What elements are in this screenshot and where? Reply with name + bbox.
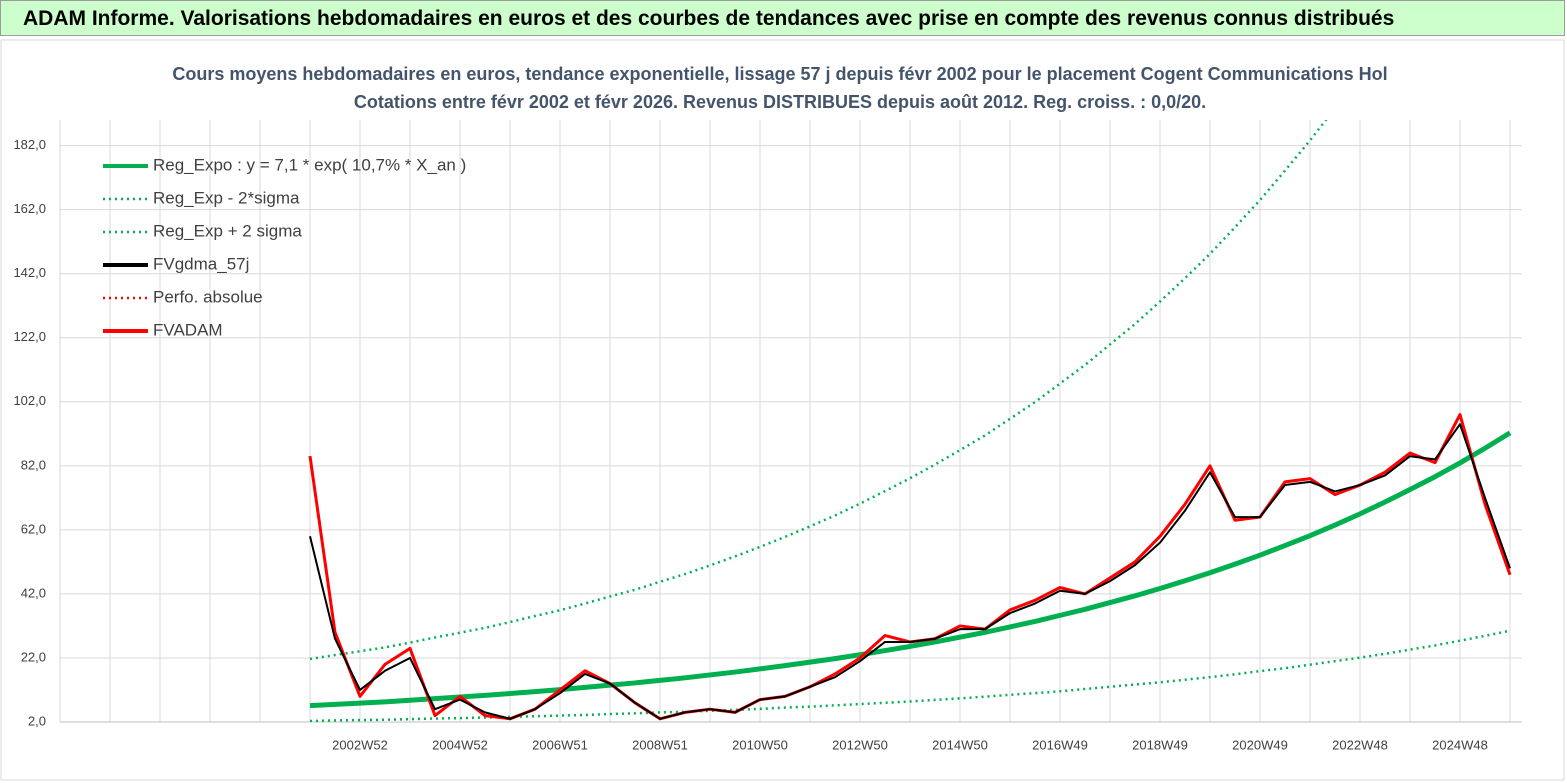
y-tick-label: 182,0 [13, 137, 46, 152]
y-tick-label: 82,0 [21, 457, 46, 472]
legend-label: Perfo. absolue [153, 287, 263, 306]
legend-label: FVgdma_57j [153, 254, 249, 273]
legend-label: Reg_Exp - 2*sigma [153, 188, 300, 207]
x-tick-label: 2008W51 [632, 737, 688, 752]
y-tick-label: 162,0 [13, 201, 46, 216]
x-tick-label: 2010W50 [732, 737, 788, 752]
series-line [309, 430, 1512, 709]
legend-label: Reg_Expo : y = 7,1 * exp( 10,7% * X_an ) [153, 155, 466, 174]
plot [308, 120, 1512, 722]
x-tick-label: 2016W49 [1032, 737, 1088, 752]
y-tick-label: 42,0 [21, 585, 46, 600]
chart: Cours moyens hebdomadaires en euros, ten… [0, 39, 1565, 781]
series-line [309, 423, 1511, 720]
legend-label: FVADAM [153, 320, 223, 339]
legend: Reg_Expo : y = 7,1 * exp( 10,7% * X_an )… [103, 155, 466, 339]
x-tick-label: 2002W52 [332, 737, 388, 752]
x-tick-label: 2014W50 [932, 737, 988, 752]
y-tick-label: 142,0 [13, 265, 46, 280]
chart-frame [0, 39, 1565, 781]
x-tick-label: 2004W52 [432, 737, 488, 752]
y-tick-label: 102,0 [13, 393, 46, 408]
y-tick-label: 22,0 [21, 649, 46, 664]
y-tick-label: 2,0 [28, 713, 46, 728]
x-tick-label: 2022W48 [1332, 737, 1388, 752]
chart-subtitle: Cotations entre févr 2002 et févr 2026. … [354, 92, 1206, 112]
x-tick-label: 2018W49 [1132, 737, 1188, 752]
legend-label: Reg_Exp + 2 sigma [153, 221, 302, 240]
chart-title: Cours moyens hebdomadaires en euros, ten… [172, 64, 1387, 84]
grid: 2,0 22,0 42,0 62,0 82,0 102,0 122,0 142,0 162,0 1… [13, 120, 1522, 752]
x-tick-label: 2006W51 [532, 737, 588, 752]
x-tick-label: 2012W50 [832, 737, 888, 752]
header: ADAM Informe. Valorisations hebdomadaire… [0, 0, 1565, 36]
x-tick-label: 2024W48 [1432, 737, 1488, 752]
y-tick-label: 62,0 [21, 521, 46, 536]
x-tick-label: 2020W49 [1232, 737, 1288, 752]
y-tick-label: 122,0 [13, 329, 46, 344]
series-line [309, 629, 1511, 722]
